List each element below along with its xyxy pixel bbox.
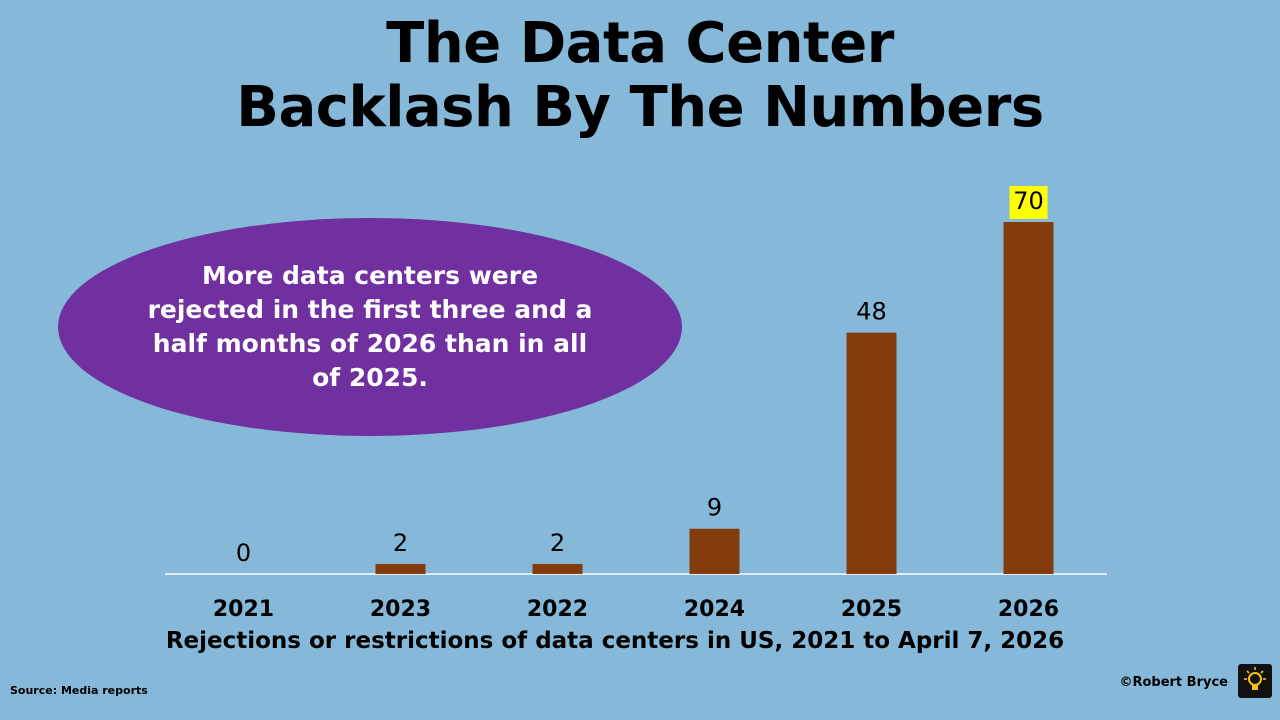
callout-text: More data centers were rejected in the f…: [147, 261, 593, 392]
callout-ellipse: More data centers were rejected in the f…: [58, 218, 682, 436]
bar-2025: [846, 332, 897, 574]
x-tick-label-2025: 2025: [841, 597, 902, 622]
x-tick-label-2026: 2026: [998, 597, 1059, 622]
credit-text: ©Robert Bryce: [1119, 675, 1228, 690]
data-label-2023: 2: [393, 529, 408, 557]
data-label-2022: 2: [550, 529, 565, 557]
lightbulb-icon: [1238, 664, 1272, 698]
x-tick-label-2023: 2023: [370, 597, 431, 622]
source-note: Source: Media reports: [10, 684, 148, 697]
x-axis-label: Rejections or restrictions of data cente…: [165, 628, 1065, 654]
data-label-2025: 48: [856, 298, 887, 326]
bar-2024: [689, 528, 740, 574]
bar-2023: [375, 563, 426, 574]
bar-2026: [1003, 222, 1054, 574]
x-tick-label-2021: 2021: [213, 597, 274, 622]
chart-title-line-2: Backlash By The Numbers: [236, 75, 1044, 140]
data-label-2026: 70: [1013, 187, 1044, 215]
data-label-2024: 9: [707, 494, 722, 522]
chart-title: The Data Center Backlash By The Numbers: [0, 12, 1280, 140]
chart-title-line-1: The Data Center: [386, 11, 894, 76]
x-tick-label-2022: 2022: [527, 597, 588, 622]
value-highlight-2026: [1009, 186, 1048, 219]
data-label-2021: 0: [236, 539, 251, 567]
x-tick-label-2024: 2024: [684, 597, 745, 622]
bar-2022: [532, 563, 583, 574]
